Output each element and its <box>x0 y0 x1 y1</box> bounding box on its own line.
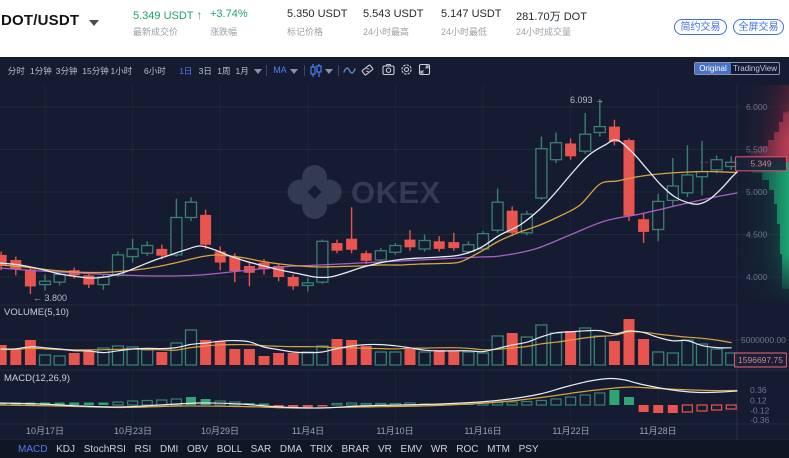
svg-text:1596697.75: 1596697.75 <box>738 355 783 365</box>
svg-text:-0.12: -0.12 <box>750 406 770 416</box>
svg-text:11月16日: 11月16日 <box>464 426 501 436</box>
svg-text:0.36: 0.36 <box>750 385 767 395</box>
svg-text:5.000: 5.000 <box>746 187 768 197</box>
svg-text:-0.36: -0.36 <box>750 415 770 425</box>
svg-text:← 3.800: ← 3.800 <box>33 293 67 303</box>
svg-text:11月10日: 11月10日 <box>376 426 413 436</box>
svg-text:10月23日: 10月23日 <box>114 426 152 436</box>
svg-text:11月28日: 11月28日 <box>639 426 676 436</box>
svg-text:5.500: 5.500 <box>746 145 768 155</box>
svg-text:6.000: 6.000 <box>746 102 768 112</box>
svg-text:10月17日: 10月17日 <box>26 426 64 436</box>
svg-text:6.093 →: 6.093 → <box>570 95 604 105</box>
svg-text:4.500: 4.500 <box>746 230 768 240</box>
svg-text:11月4日: 11月4日 <box>292 426 324 436</box>
svg-text:MACD(12,26,9): MACD(12,26,9) <box>4 373 70 384</box>
svg-text:11月22日: 11月22日 <box>552 426 589 436</box>
svg-text:VOLUME(5,10): VOLUME(5,10) <box>4 307 69 318</box>
svg-text:5000000.00: 5000000.00 <box>741 335 786 345</box>
svg-text:4.000: 4.000 <box>746 272 768 282</box>
svg-text:OKEX: OKEX <box>351 175 441 210</box>
svg-text:10月29日: 10月29日 <box>201 426 239 436</box>
svg-text:5.349: 5.349 <box>750 159 772 169</box>
svg-text:0.12: 0.12 <box>750 396 767 406</box>
